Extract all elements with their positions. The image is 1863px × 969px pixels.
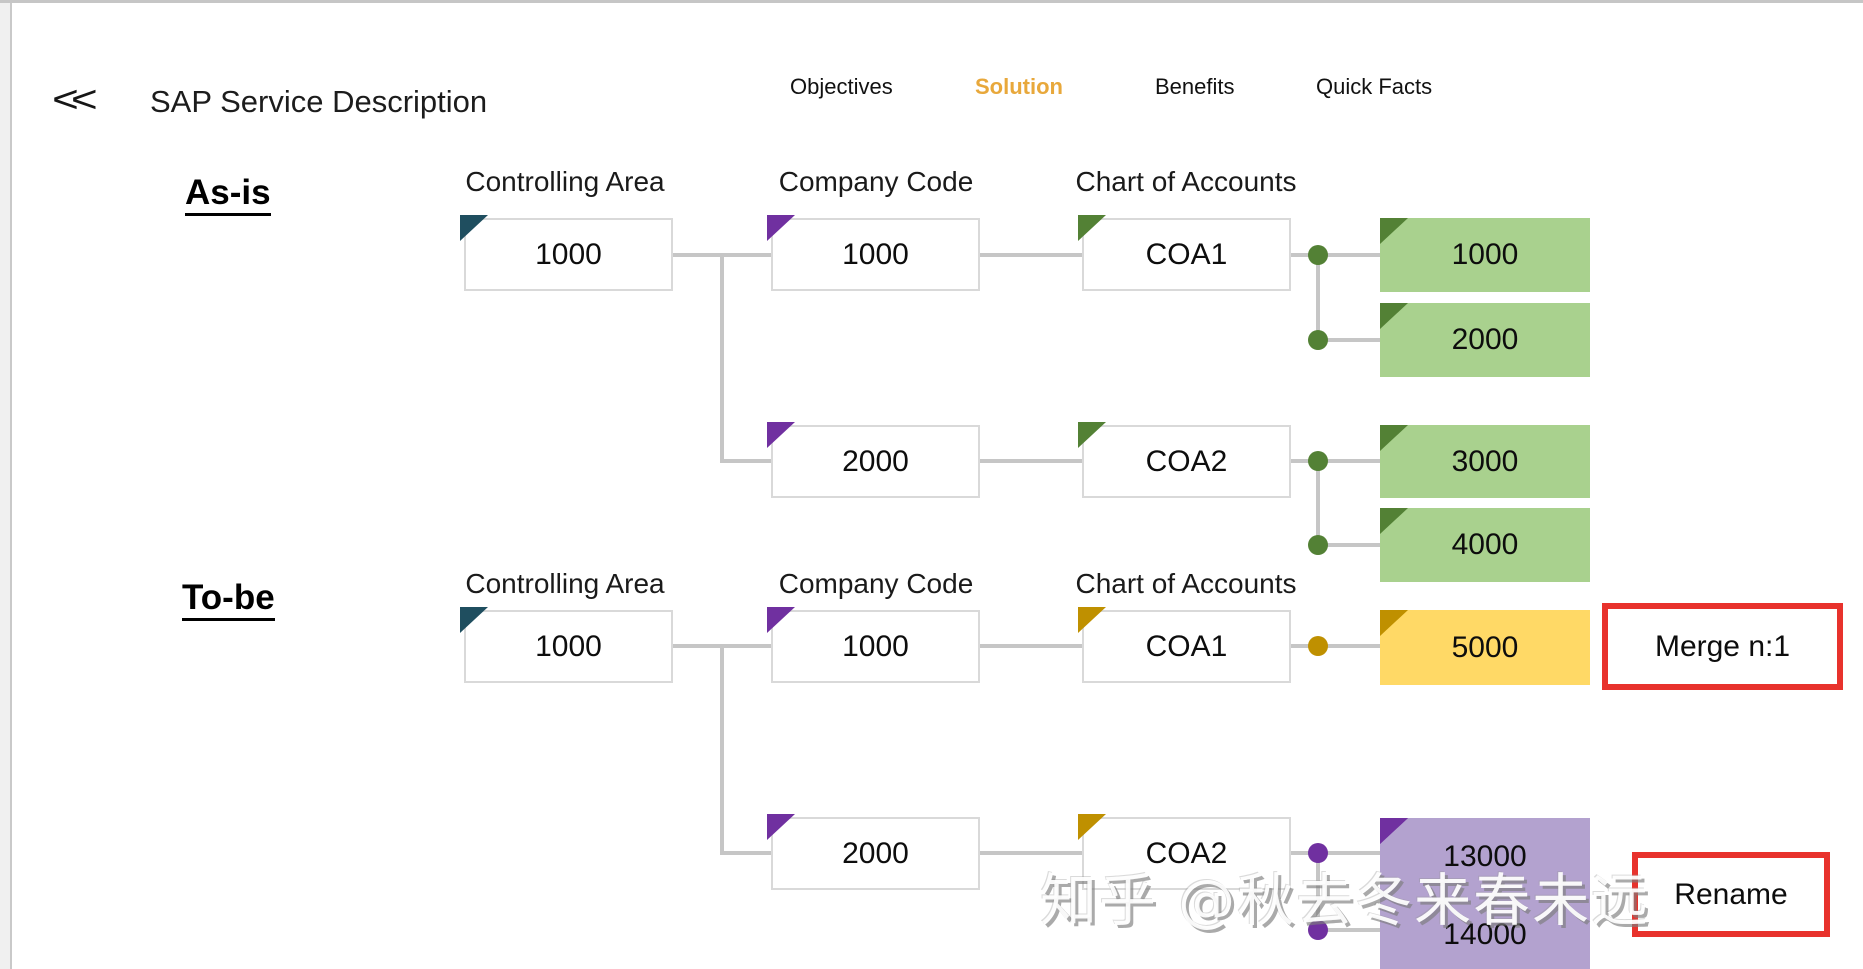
connector-line [720, 851, 773, 855]
junction-dot [1308, 245, 1328, 265]
connector-line [1316, 543, 1382, 547]
junction-dot [1308, 535, 1328, 555]
box-label: 3000 [1451, 444, 1519, 478]
account-flag-icon [1380, 218, 1408, 244]
box-label: 2000 [1451, 323, 1519, 356]
box-label: 1000 [535, 237, 602, 271]
chart-of-accounts-box: COA2 [1078, 814, 1291, 890]
company-code-flag-icon [767, 607, 795, 633]
box-label: 1000 [842, 237, 909, 271]
company-code-flag-icon [767, 814, 795, 840]
controlling-area-flag-icon [460, 215, 488, 241]
connector-line [979, 253, 1084, 257]
annotation-rename: Rename [1632, 852, 1830, 937]
tab-solution[interactable]: Solution [975, 74, 1063, 99]
account-flag-icon [1380, 818, 1408, 844]
account-box: 4000 [1380, 508, 1590, 582]
connector-line [1289, 253, 1382, 257]
controlling-area-box: 1000 [460, 215, 673, 291]
back-button[interactable]: << [52, 77, 98, 121]
junction-dot [1308, 636, 1328, 656]
section-heading-as-is: As-is [185, 174, 271, 216]
box-label: COA1 [1145, 237, 1228, 271]
junction-dot [1308, 920, 1328, 940]
controlling-area-flag-icon [460, 607, 488, 633]
company-code-flag-icon [767, 215, 795, 241]
account-flag-icon [1380, 425, 1408, 451]
connector-line [720, 459, 773, 463]
coa-flag-icon [1078, 215, 1106, 241]
coa-flag-icon [1078, 422, 1106, 448]
coa-flag-icon [1078, 814, 1106, 840]
company-code-box: 1000 [767, 607, 980, 683]
box-label: 4000 [1451, 528, 1519, 561]
coa-flag-icon [1078, 607, 1106, 633]
chart-of-accounts-box: COA1 [1078, 215, 1291, 291]
page-left-edge [0, 0, 12, 969]
column-header-company-code: Company Code [778, 166, 974, 197]
connector-line [979, 644, 1084, 648]
annotation-merge: Merge n:1 [1602, 603, 1843, 690]
account-box: 1000 [1380, 218, 1590, 292]
connector-line [1316, 928, 1382, 932]
connector-line [1289, 851, 1382, 855]
connector-line [1316, 459, 1320, 547]
account-flag-icon [1380, 508, 1408, 534]
connector-line [720, 253, 724, 461]
box-label: 13000 [1443, 840, 1527, 873]
account-box: 3000 [1380, 425, 1590, 498]
chart-of-accounts-box: COA1 [1078, 607, 1291, 683]
controlling-area-box: 1000 [460, 607, 673, 683]
connector-line [1289, 459, 1382, 463]
box-label: 14000 [1443, 918, 1527, 951]
box-label: COA2 [1145, 836, 1228, 870]
account-box-group: 13000 14000 [1380, 818, 1590, 969]
tab-quick-facts[interactable]: Quick Facts [1316, 74, 1433, 99]
box-label: 2000 [842, 836, 909, 870]
box-label: 1000 [842, 629, 909, 663]
junction-dot [1308, 451, 1328, 471]
box-label: 1000 [535, 629, 602, 663]
junction-dot [1308, 843, 1328, 863]
company-code-flag-icon [767, 422, 795, 448]
tab-benefits[interactable]: Benefits [1155, 74, 1235, 99]
account-flag-icon [1380, 610, 1408, 636]
column-header-chart-of-accounts: Chart of Accounts [1075, 166, 1297, 197]
watermark: 知乎 @秋去冬来春未远 [1040, 868, 1651, 934]
connector-line [1316, 253, 1320, 342]
box-label: COA1 [1145, 629, 1228, 663]
annotation-label: Merge n:1 [1654, 629, 1791, 663]
connector-line [720, 644, 724, 853]
connector-line [979, 459, 1084, 463]
column-header-company-code: Company Code [778, 568, 974, 599]
account-flag-icon [1380, 303, 1408, 329]
box-label: 5000 [1451, 630, 1519, 664]
annotation-label: Rename [1674, 877, 1788, 911]
company-code-box: 2000 [767, 422, 980, 498]
junction-dot [1308, 330, 1328, 350]
company-code-box: 2000 [767, 814, 980, 890]
connector-line [1316, 851, 1320, 932]
account-box: 5000 [1380, 610, 1590, 685]
connector-line [1316, 338, 1382, 342]
account-box: 2000 [1380, 303, 1590, 377]
connector-line [979, 851, 1084, 855]
column-header-controlling-area: Controlling Area [465, 568, 665, 599]
tab-objectives[interactable]: Objectives [790, 74, 893, 99]
connector-line [1289, 644, 1382, 648]
chart-of-accounts-box: COA2 [1078, 422, 1291, 498]
box-label: COA2 [1145, 444, 1228, 478]
company-code-box: 1000 [767, 215, 980, 291]
page-top-edge [0, 0, 1863, 3]
page-title: SAP Service Description [150, 84, 488, 119]
column-header-controlling-area: Controlling Area [465, 166, 665, 197]
column-header-chart-of-accounts: Chart of Accounts [1075, 568, 1297, 599]
box-label: 1000 [1451, 238, 1519, 271]
box-label: 2000 [842, 444, 909, 478]
section-heading-to-be: To-be [182, 579, 275, 621]
